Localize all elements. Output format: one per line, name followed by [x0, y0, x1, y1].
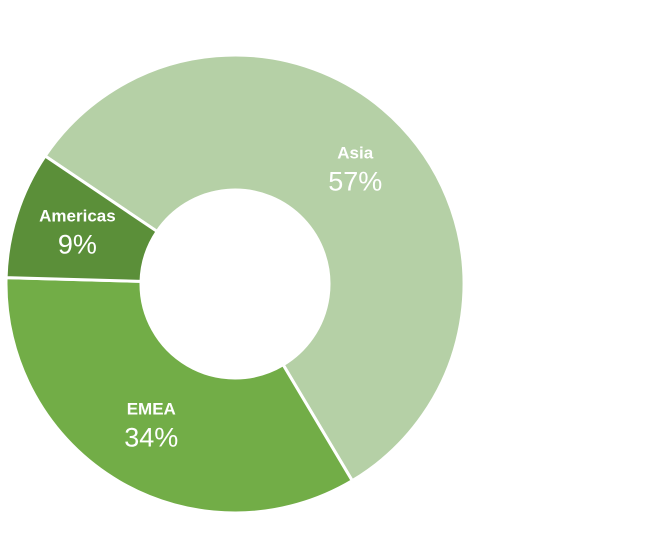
- slice-value-asia: 57%: [328, 166, 382, 196]
- slice-emea: [4, 276, 355, 515]
- slice-label-americas: Americas: [39, 206, 116, 225]
- labels-group: Asia 57% EMEA 34% Americas 9%: [39, 143, 382, 452]
- slice-asia: [43, 53, 466, 483]
- slice-label-asia: Asia: [337, 143, 373, 162]
- slices-group: [4, 53, 466, 515]
- slice-value-americas: 9%: [58, 229, 97, 259]
- slice-value-emea: 34%: [124, 423, 178, 453]
- slice-label-emea: EMEA: [127, 400, 176, 419]
- slice-americas: [4, 153, 160, 283]
